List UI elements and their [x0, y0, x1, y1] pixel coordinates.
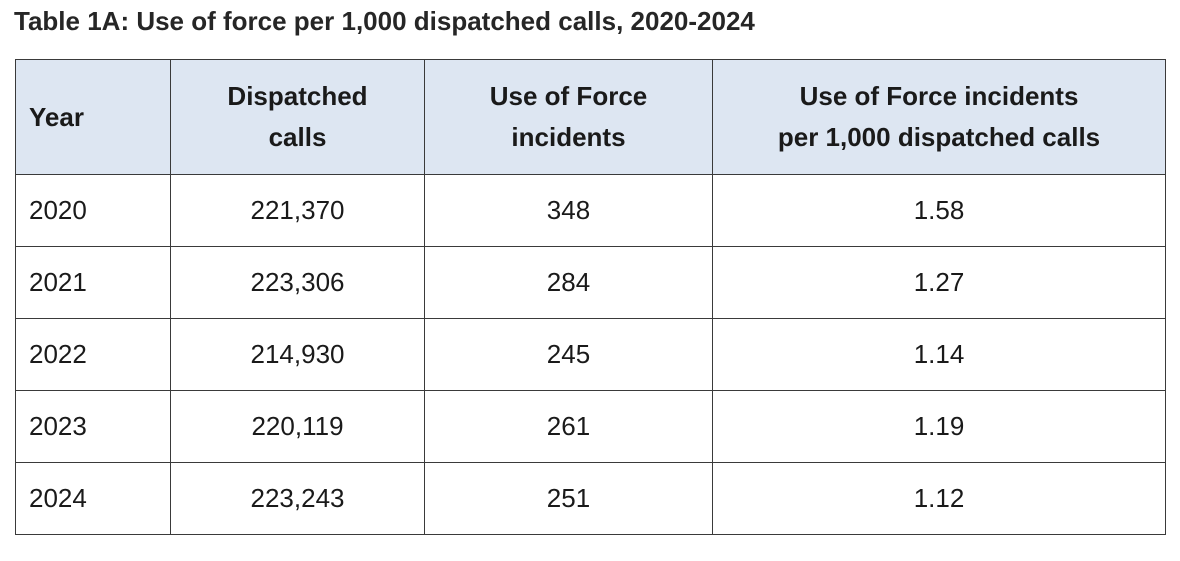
cell-dispatched-calls: 220,119: [170, 390, 425, 463]
cell-dispatched-calls: 221,370: [170, 174, 425, 247]
header-rate-line2: per 1,000 dispatched calls: [777, 122, 1101, 152]
header-rate-line1: Use of Force incidents: [799, 81, 1079, 111]
cell-year: 2020: [15, 174, 171, 247]
table-row: 2023 220,119 261 1.19: [15, 390, 1166, 463]
header-uof-line2: incidents: [511, 122, 626, 152]
header-year-label: Year: [29, 101, 84, 132]
cell-incidents: 261: [424, 390, 713, 463]
cell-rate: 1.14: [712, 318, 1166, 391]
header-use-of-force-incidents: Use of Force incidents: [424, 59, 713, 175]
cell-rate: 1.58: [712, 174, 1166, 247]
header-dispatched-line1: Dispatched: [227, 81, 368, 111]
header-uof-line1: Use of Force: [489, 81, 648, 111]
table-row: 2020 221,370 348 1.58: [15, 174, 1166, 247]
header-row: Year Dispatched calls Use of Force incid…: [15, 59, 1166, 175]
table-title: Table 1A: Use of force per 1,000 dispatc…: [14, 6, 755, 36]
cell-year: 2022: [15, 318, 171, 391]
cell-dispatched-calls: 223,243: [170, 462, 425, 535]
use-of-force-table: Year Dispatched calls Use of Force incid…: [15, 59, 1166, 535]
header-year: Year: [15, 59, 171, 175]
table-row: 2024 223,243 251 1.12: [15, 462, 1166, 535]
cell-rate: 1.27: [712, 246, 1166, 319]
header-dispatched-line2: calls: [268, 122, 327, 152]
cell-year: 2024: [15, 462, 171, 535]
cell-dispatched-calls: 214,930: [170, 318, 425, 391]
cell-rate: 1.12: [712, 462, 1166, 535]
cell-dispatched-calls: 223,306: [170, 246, 425, 319]
table-row: 2022 214,930 245 1.14: [15, 318, 1166, 391]
cell-year: 2021: [15, 246, 171, 319]
header-dispatched-calls: Dispatched calls: [170, 59, 425, 175]
cell-incidents: 284: [424, 246, 713, 319]
cell-incidents: 245: [424, 318, 713, 391]
cell-rate: 1.19: [712, 390, 1166, 463]
header-rate-per-1000: Use of Force incidents per 1,000 dispatc…: [712, 59, 1166, 175]
table-row: 2021 223,306 284 1.27: [15, 246, 1166, 319]
cell-incidents: 348: [424, 174, 713, 247]
cell-incidents: 251: [424, 462, 713, 535]
cell-year: 2023: [15, 390, 171, 463]
